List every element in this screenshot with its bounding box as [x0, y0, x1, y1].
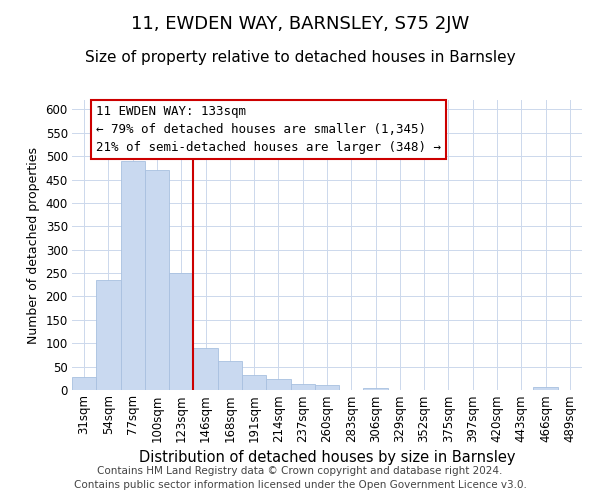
- Bar: [315, 386, 339, 390]
- Bar: [242, 374, 266, 390]
- X-axis label: Distribution of detached houses by size in Barnsley: Distribution of detached houses by size …: [139, 450, 515, 465]
- Bar: [193, 348, 218, 390]
- Bar: [218, 361, 242, 390]
- Y-axis label: Number of detached properties: Number of detached properties: [27, 146, 40, 344]
- Bar: [121, 161, 145, 390]
- Text: 11, EWDEN WAY, BARNSLEY, S75 2JW: 11, EWDEN WAY, BARNSLEY, S75 2JW: [131, 15, 469, 33]
- Bar: [96, 280, 121, 390]
- Bar: [145, 170, 169, 390]
- Bar: [290, 384, 315, 390]
- Bar: [364, 388, 388, 390]
- Bar: [266, 379, 290, 390]
- Text: Contains HM Land Registry data © Crown copyright and database right 2024.
Contai: Contains HM Land Registry data © Crown c…: [74, 466, 526, 490]
- Bar: [169, 273, 193, 390]
- Bar: [533, 387, 558, 390]
- Bar: [72, 378, 96, 390]
- Text: 11 EWDEN WAY: 133sqm
← 79% of detached houses are smaller (1,345)
21% of semi-de: 11 EWDEN WAY: 133sqm ← 79% of detached h…: [96, 104, 441, 154]
- Text: Size of property relative to detached houses in Barnsley: Size of property relative to detached ho…: [85, 50, 515, 65]
